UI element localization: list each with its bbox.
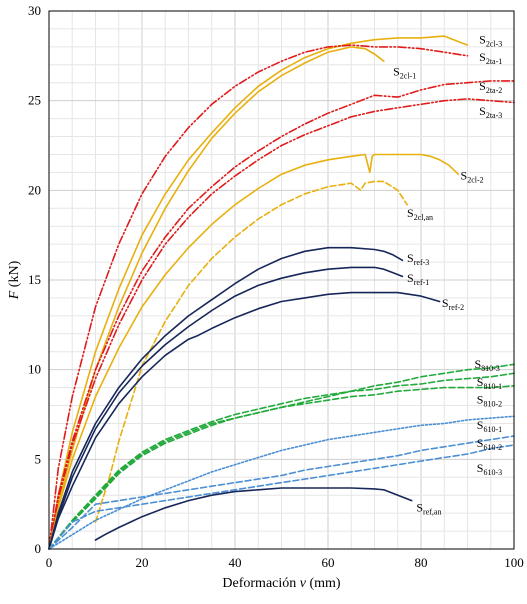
y-tick-label: 10 [28, 362, 41, 377]
series-label-s2cl-an: S2cl,an [407, 206, 433, 222]
series-line-sref-an [94, 487, 413, 541]
y-tick-label: 5 [35, 451, 42, 466]
series-label-sref-2: Sref-2 [442, 296, 464, 312]
series-label-s2cl-2: S2cl-2 [461, 169, 484, 185]
x-tick-label: 80 [415, 555, 428, 570]
x-tick-label: 100 [504, 555, 524, 570]
y-tick-label: 30 [28, 3, 41, 18]
series-line-s810-1 [48, 372, 515, 550]
series-label-s2ta-2: S2ta-2 [479, 79, 502, 95]
series-line-s810-2 [48, 384, 515, 550]
x-axis-title: Deformación v (mm) [222, 576, 341, 591]
y-axis-title: F (kN) [7, 260, 22, 300]
tick-labels: 0 20 40 60 80 100 0 5 10 15 20 25 30 [28, 3, 524, 570]
series-line-s2cl-an [94, 180, 408, 523]
x-tick-label: 60 [322, 555, 335, 570]
series-line-s2ta-2 [48, 80, 515, 550]
series-line-sref-1 [48, 266, 404, 550]
series-line-s2cl-3 [48, 35, 469, 550]
series-labels: S2cl-3 S2cl-1 S2ta-1 S2ta-2 S2ta-3 S2cl-2 S2cl… [393, 32, 502, 516]
series-label-s2ta-3: S2ta-3 [479, 104, 502, 120]
y-tick-label: 0 [35, 541, 42, 556]
series-line-s2ta-1 [48, 44, 469, 550]
series-label-s2cl-1: S2cl-1 [393, 65, 416, 81]
series-line-s610-3 [48, 444, 515, 550]
series-label-s610-1: S610-1 [477, 418, 502, 434]
y-tick-label: 20 [28, 182, 41, 197]
series-label-s810-1: S810-1 [477, 375, 502, 391]
series-label-sref-an: Sref,an [416, 500, 441, 516]
grid [48, 10, 515, 550]
series-label-s810-2: S810-2 [477, 393, 502, 409]
series-label-s2cl-3: S2cl-3 [479, 32, 502, 48]
y-tick-label: 25 [28, 93, 41, 108]
series-line-s2cl-2 [48, 153, 460, 550]
series-label-s610-3: S610-3 [477, 461, 502, 477]
series-label-s2ta-1: S2ta-1 [479, 50, 502, 66]
series-line-s610-2 [48, 435, 515, 550]
series-line-sref-3 [48, 246, 404, 550]
plot-frame [48, 10, 515, 550]
x-tick-label: 40 [229, 555, 242, 570]
series-label-s810-3: S810-3 [474, 357, 499, 373]
series-line-s2ta-3 [48, 98, 515, 550]
series-label-s610-2: S610-2 [477, 436, 502, 452]
series-label-sref-3: Sref-3 [407, 251, 429, 267]
x-tick-label: 0 [46, 555, 53, 570]
series-layer [48, 35, 515, 550]
x-tick-label: 20 [136, 555, 149, 570]
series-label-sref-1: Sref-1 [407, 271, 429, 287]
series-line-sref-2 [48, 291, 441, 550]
y-tick-label: 15 [28, 272, 41, 287]
